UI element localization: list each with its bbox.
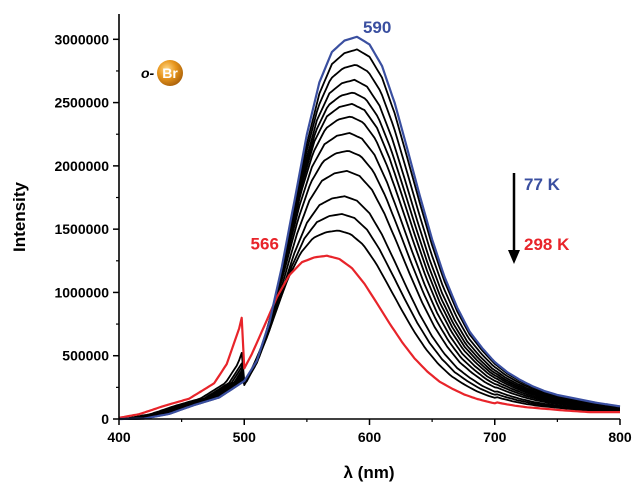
y-ticks: 0 500000 1000000 1500000 2000000 2500000 30000… — [54, 31, 119, 427]
badge-prefix: o- — [141, 65, 155, 81]
series-298k-line — [118, 254, 620, 419]
y-axis-title: Intensity — [10, 182, 29, 252]
x-tick-label: 500 — [233, 429, 257, 445]
y-tick-label: 0 — [101, 411, 109, 427]
peak-label-298k: 566 — [251, 235, 279, 254]
series-line — [119, 229, 620, 420]
badge-symbol: Br — [162, 65, 178, 81]
x-axis-title: λ (nm) — [344, 463, 395, 482]
x-ticks: 400 500 600 700 800 — [107, 419, 632, 445]
bromine-ball-icon — [157, 60, 183, 86]
y-tick-label: 2000000 — [54, 158, 109, 174]
spectral-curves — [118, 35, 621, 421]
series-line — [118, 169, 620, 420]
y-tick-label: 500000 — [62, 348, 109, 364]
y-tick-label: 3000000 — [54, 31, 109, 47]
series-77k-line — [119, 35, 621, 421]
axes: 400 500 600 700 800 0 500000 1000000 1500000 200… — [54, 14, 632, 445]
x-tick-label: 400 — [107, 429, 131, 445]
y-tick-label: 2500000 — [54, 95, 109, 111]
series-line — [119, 195, 620, 420]
plot-area: 400 500 600 700 800 0 500000 1000000 1500000 200… — [10, 14, 632, 482]
series-line — [119, 115, 620, 420]
series-line — [119, 103, 620, 420]
peak-label-77k: 590 — [363, 18, 391, 37]
temp-label-low: 298 K — [524, 235, 570, 254]
x-tick-label: 800 — [608, 429, 632, 445]
y-tick-label: 1500000 — [54, 221, 109, 237]
compound-badge: o- Br — [141, 60, 183, 86]
temp-label-high: 77 K — [524, 175, 561, 194]
series-line — [119, 91, 620, 420]
x-tick-label: 700 — [483, 429, 507, 445]
x-tick-label: 600 — [358, 429, 382, 445]
temperature-arrow — [508, 173, 520, 264]
y-tick-label: 1000000 — [54, 284, 109, 300]
arrow-head — [508, 250, 520, 264]
series-line — [118, 213, 620, 420]
